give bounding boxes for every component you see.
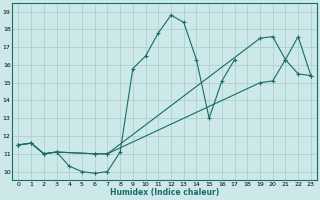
X-axis label: Humidex (Indice chaleur): Humidex (Indice chaleur) [110, 188, 219, 197]
